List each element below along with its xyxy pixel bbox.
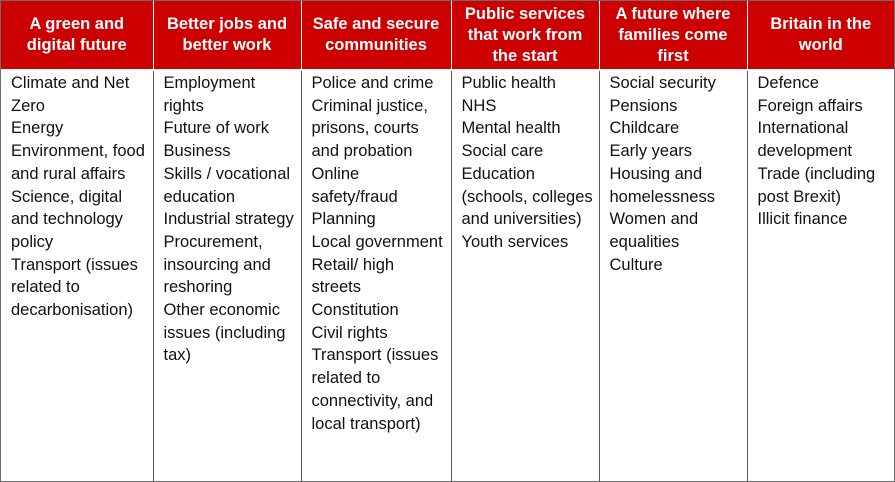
list-item: Education (schools, colleges and univers… bbox=[461, 164, 593, 229]
list-item: Illicit finance bbox=[757, 210, 848, 229]
list-item: Culture bbox=[609, 255, 663, 274]
list-item: Social security bbox=[609, 74, 716, 92]
list-item: Local government bbox=[311, 232, 443, 251]
topic-list: Social security Pensions Childcare Early… bbox=[610, 72, 742, 276]
list-item: Transport (issues related to connectivit… bbox=[311, 346, 439, 433]
list-item: Employment rights bbox=[163, 74, 256, 115]
list-item: Public health bbox=[461, 74, 556, 92]
column-cell-green-digital-future: Climate and Net Zero Energy Environment,… bbox=[1, 70, 154, 481]
list-item: Criminal justice, prisons, courts and pr… bbox=[311, 96, 428, 161]
list-item: NHS bbox=[461, 96, 497, 115]
topic-list: Employment rights Future of work Busines… bbox=[164, 72, 296, 367]
column-heading-better-jobs: Better jobs and better work bbox=[153, 1, 302, 71]
list-item: Early years bbox=[609, 142, 693, 161]
list-item: Social care bbox=[461, 142, 544, 161]
column-cell-safe-communities: Police and crime Criminal justice, priso… bbox=[301, 70, 452, 481]
list-item: Trade (including post Brexit) bbox=[757, 164, 876, 206]
list-item: Procurement, insourcing and reshoring bbox=[163, 232, 271, 297]
list-item: Online safety/fraud bbox=[311, 164, 398, 206]
list-item: Mental health bbox=[461, 119, 561, 138]
list-item: International development bbox=[757, 119, 852, 161]
list-item: Pensions bbox=[609, 96, 678, 115]
list-item: Women and equalities bbox=[609, 210, 699, 251]
column-cell-britain-in-world: Defence Foreign affairs International de… bbox=[747, 70, 894, 481]
list-item: Transport (issues related to decarbonisa… bbox=[11, 255, 138, 320]
list-item: Defence bbox=[757, 74, 819, 92]
topic-list: Climate and Net Zero Energy Environment,… bbox=[11, 72, 148, 322]
list-item: Retail/ high streets bbox=[311, 255, 395, 297]
list-item: Climate and Net Zero bbox=[11, 74, 130, 115]
list-item: Industrial strategy bbox=[163, 210, 294, 229]
topic-list: Police and crime Criminal justice, priso… bbox=[312, 72, 446, 435]
list-item: Science, digital and technology policy bbox=[11, 187, 123, 251]
column-heading-britain-in-world: Britain in the world bbox=[747, 1, 894, 71]
list-item: Environment, food and rural affairs bbox=[11, 142, 145, 183]
column-heading-safe-communities: Safe and secure communities bbox=[301, 1, 452, 71]
list-item: Civil rights bbox=[311, 323, 388, 342]
topic-list: Public health NHS Mental health Social c… bbox=[462, 72, 594, 254]
list-item: Business bbox=[163, 142, 231, 161]
list-item: Constitution bbox=[311, 301, 399, 320]
list-item: Other economic issues (including tax) bbox=[163, 301, 286, 365]
list-item: Planning bbox=[311, 210, 376, 229]
list-item: Childcare bbox=[609, 119, 680, 138]
header-row: A green and digital future Better jobs a… bbox=[1, 1, 894, 71]
list-item: Energy bbox=[11, 119, 64, 138]
topics-row: Climate and Net Zero Energy Environment,… bbox=[1, 70, 894, 481]
column-cell-public-services: Public health NHS Mental health Social c… bbox=[451, 70, 600, 481]
column-cell-families-first: Social security Pensions Childcare Early… bbox=[599, 70, 748, 481]
list-item: Skills / vocational education bbox=[163, 164, 291, 206]
list-item: Foreign affairs bbox=[757, 96, 863, 115]
list-item: Housing and homelessness bbox=[609, 164, 715, 206]
column-heading-families-first: A future where families come first bbox=[599, 1, 748, 71]
column-cell-better-jobs: Employment rights Future of work Busines… bbox=[153, 70, 302, 481]
list-item: Youth services bbox=[461, 232, 569, 251]
column-heading-public-services: Public services that work from the start bbox=[451, 1, 600, 71]
list-item: Police and crime bbox=[311, 74, 434, 92]
list-item: Future of work bbox=[163, 119, 269, 138]
column-heading-green-digital-future: A green and digital future bbox=[1, 1, 154, 71]
topic-list: Defence Foreign affairs International de… bbox=[758, 72, 890, 231]
